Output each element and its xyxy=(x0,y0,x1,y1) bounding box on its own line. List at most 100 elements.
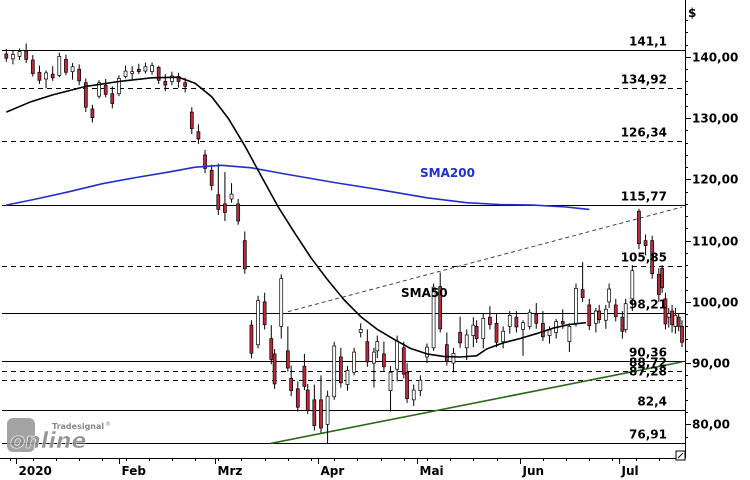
watermark-badge xyxy=(7,418,35,452)
candle xyxy=(30,55,35,77)
candle-body xyxy=(567,326,572,343)
candle xyxy=(123,65,128,79)
candle xyxy=(673,308,678,334)
candle-body xyxy=(547,329,552,336)
candlesticks xyxy=(4,43,684,444)
candle-body xyxy=(488,316,492,325)
candle-body xyxy=(637,210,641,245)
candle-body xyxy=(352,351,356,373)
candle-body xyxy=(305,389,310,411)
candle xyxy=(143,62,148,74)
candle xyxy=(223,172,227,222)
candle xyxy=(401,341,406,379)
candle xyxy=(262,292,267,330)
sma200-label: SMA200 xyxy=(420,166,475,180)
candle xyxy=(170,71,174,86)
candle-body xyxy=(83,82,88,108)
candle xyxy=(451,347,456,373)
candle xyxy=(554,319,558,339)
candle xyxy=(103,79,108,98)
candle-body xyxy=(30,59,35,74)
candle-body xyxy=(256,300,260,346)
candle-body xyxy=(527,311,532,327)
candle-body xyxy=(97,82,101,97)
level-label: 105,85 xyxy=(621,251,667,265)
candle-body xyxy=(481,318,486,339)
candle xyxy=(594,308,598,333)
candle xyxy=(57,52,62,78)
level-label: 82,4 xyxy=(637,395,667,409)
candle xyxy=(676,314,681,332)
candle-body xyxy=(574,288,578,324)
candle-body xyxy=(242,240,247,270)
level-label: 126,34 xyxy=(621,126,667,140)
candle xyxy=(130,66,135,80)
candle xyxy=(209,164,214,191)
candle-body xyxy=(24,50,29,60)
candle-body xyxy=(388,371,393,392)
candle xyxy=(312,384,317,431)
candle-body xyxy=(163,81,168,86)
candle xyxy=(110,86,115,109)
candle-body xyxy=(50,73,55,79)
candle xyxy=(272,349,277,389)
candle xyxy=(305,383,310,414)
tradesignal-watermark: Tradesignal ® online xyxy=(7,418,111,454)
watermark-text: online xyxy=(10,429,87,454)
candle xyxy=(607,283,611,308)
watermark-brand: Tradesignal xyxy=(52,422,104,431)
candle-body xyxy=(262,301,267,325)
candle-body xyxy=(666,313,671,318)
candle-body xyxy=(431,286,436,349)
candle-body xyxy=(285,350,290,369)
candle-body xyxy=(458,332,462,344)
candle-body xyxy=(680,326,684,343)
candle xyxy=(345,366,350,391)
trendlines xyxy=(271,206,683,445)
candle xyxy=(97,80,101,99)
candle xyxy=(17,48,22,61)
candle xyxy=(279,274,284,339)
candle-body xyxy=(607,288,611,303)
candle-body xyxy=(170,75,174,82)
y-tick-label: 90,00 xyxy=(692,357,730,371)
candle xyxy=(680,320,684,348)
candle-body xyxy=(382,353,386,368)
candle xyxy=(418,375,423,397)
candle xyxy=(365,329,370,367)
horizontal-levels xyxy=(2,50,685,444)
candle xyxy=(236,199,241,225)
candle-body xyxy=(156,67,161,81)
y-tick-label: 120,00 xyxy=(692,173,738,187)
candle-body xyxy=(57,56,62,76)
candle-body xyxy=(37,71,42,81)
candle-body xyxy=(451,352,456,364)
candle xyxy=(156,65,161,84)
candle-body xyxy=(405,371,409,399)
x-tick-label: Apr xyxy=(321,464,345,478)
candle-body xyxy=(358,329,363,333)
sma200-line xyxy=(6,164,590,211)
candle xyxy=(44,70,48,89)
candle xyxy=(117,75,121,97)
candle-body xyxy=(623,303,628,330)
candle xyxy=(481,314,486,349)
candle xyxy=(431,283,436,351)
candle-body xyxy=(663,298,668,325)
level-label: 90,36 xyxy=(629,346,667,360)
candle xyxy=(580,262,585,302)
candle-body xyxy=(223,203,227,213)
candle xyxy=(514,311,519,333)
y-tick-label: 80,00 xyxy=(692,418,730,432)
candle-body xyxy=(17,51,22,57)
candle xyxy=(660,265,664,293)
candle xyxy=(388,366,393,412)
resize-corner-icon[interactable] xyxy=(675,450,686,461)
candle-body xyxy=(325,395,330,425)
candle xyxy=(643,234,648,256)
resistance-trendline xyxy=(287,206,683,313)
x-tick-label: 2020 xyxy=(19,464,52,478)
candle-body xyxy=(289,378,294,392)
y-tick-label: 100,00 xyxy=(692,296,738,310)
